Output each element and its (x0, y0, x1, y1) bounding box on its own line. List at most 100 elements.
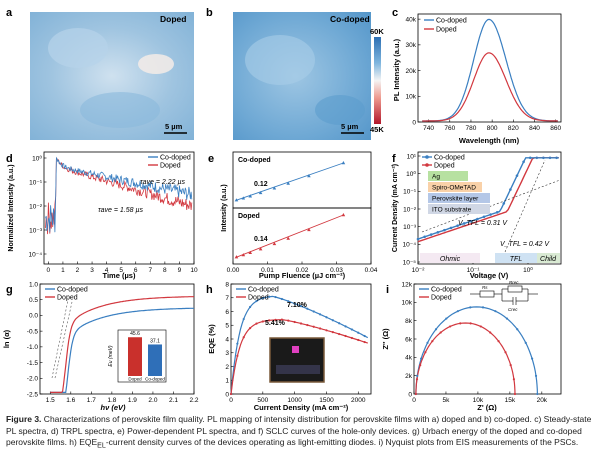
colorbar (374, 37, 381, 124)
subplot-label-doped: Doped (238, 213, 260, 220)
caption-subscript: EL (97, 441, 106, 450)
data-point (258, 247, 263, 251)
panel-g: g 1.5 1.6 1.7 1.8 1.9 2.0 2.1 2.2 -2.5 -2.0 -1.5 -1… (2, 281, 199, 412)
data-point (350, 336, 354, 340)
data-point (274, 318, 277, 321)
y-tick-label: 1.0 (29, 281, 38, 288)
y-tick-label: 20k (406, 68, 417, 75)
x-tick-label: 0 (229, 397, 233, 404)
y-tick-label: 7 (225, 295, 229, 302)
colorbar-max: 60K (370, 27, 384, 36)
legend-label: Co-doped (434, 155, 465, 162)
plot-frame (417, 151, 562, 265)
data-point (306, 323, 309, 327)
circuit-label: Crec (508, 307, 518, 312)
y-tick-label: 0 (408, 391, 412, 398)
layer-spiro (428, 182, 482, 192)
data-point (236, 342, 239, 345)
data-point (234, 198, 239, 202)
data-point (350, 328, 354, 331)
data-point (357, 331, 360, 334)
data-point (287, 300, 290, 303)
y-tick-label: 6 (225, 309, 229, 316)
panel-b: b Co-doped 5 µm 60K 45K (206, 7, 384, 140)
data-point (255, 322, 258, 325)
x-tick-label: 1 (61, 267, 65, 274)
region-ohmic (420, 253, 480, 263)
panel-letter: c (392, 7, 398, 19)
data-point (489, 331, 492, 334)
series-line-codoped (422, 18, 558, 122)
data-point (424, 351, 427, 354)
x-tick-label: 0.00 (227, 267, 240, 274)
data-point (456, 310, 459, 313)
y-axis-label: Z'' (Ω) (381, 328, 390, 350)
data-point (318, 313, 322, 316)
legend-label: Co-doped (436, 18, 467, 25)
x-tick-label: 10⁻¹ (467, 267, 481, 274)
x-tick-label: 3 (90, 267, 94, 274)
legend-marker-codoped (425, 155, 429, 159)
data-point (497, 340, 500, 343)
data-point (248, 327, 252, 330)
y-tick-label: 8 (225, 281, 229, 288)
data-point (331, 319, 334, 322)
data-point (431, 340, 434, 343)
data-point (338, 322, 341, 325)
series-line-doped (415, 322, 516, 395)
y-tick-label: 2k (405, 373, 413, 380)
panel-letter: e (208, 153, 214, 165)
x-axis-label: Z' (Ω) (477, 403, 497, 412)
circuit-label: Rs (482, 285, 488, 290)
series-line-codoped (45, 156, 193, 233)
data-point (449, 325, 452, 328)
y-tick-label: 8k (405, 318, 413, 325)
x-tick-label: 800 (487, 125, 498, 132)
y-axis-label: PL Intensity (a.u.) (392, 38, 401, 101)
x-tick-label: 780 (466, 125, 477, 132)
data-point (248, 250, 253, 255)
data-point (494, 310, 497, 313)
x-tick-label: 15k (505, 397, 516, 404)
plot-frame (43, 151, 195, 265)
data-point (341, 161, 346, 165)
x-tick-label: 4 (105, 267, 109, 274)
x-tick-label: 0.04 (365, 267, 378, 274)
x-tick-label: 7 (148, 267, 152, 274)
y-tick-label: -1.0 (27, 344, 39, 351)
inset-bar (128, 337, 142, 376)
legend-label: Doped (434, 163, 455, 170)
layer-label: Spiro-OMeTAD (432, 185, 476, 192)
legend-label: Doped (436, 27, 457, 34)
legend-label: Doped (57, 295, 78, 302)
data-point (331, 331, 334, 334)
data-point (312, 310, 315, 313)
data-point (234, 255, 239, 259)
y-tick-label: 0 (225, 391, 229, 398)
panel-letter: f (392, 153, 396, 165)
x-tick-label: 2.0 (148, 397, 157, 404)
data-point (293, 302, 296, 305)
data-point (242, 336, 245, 339)
data-point (286, 181, 290, 185)
panel-letter: h (206, 284, 213, 296)
data-point (505, 317, 509, 320)
data-point (415, 378, 419, 381)
led-photo (269, 337, 325, 383)
data-point (512, 378, 516, 381)
map-label: Co-doped (330, 14, 370, 24)
legend-label: Doped (248, 295, 269, 302)
data-point (459, 322, 462, 325)
x-tick-label: 10⁰ (523, 266, 533, 274)
data-point (504, 351, 507, 354)
y-axis-label: EQE (%) (207, 324, 216, 354)
data-point (261, 297, 264, 300)
y-tick-label: 5 (225, 323, 229, 330)
y-tick-label: 30k (406, 42, 417, 49)
legend-label: Co-doped (248, 287, 279, 294)
data-point (299, 322, 303, 325)
x-axis-label: Current Density (mA cm⁻²) (254, 403, 349, 412)
y-tick-label: 10⁻⁴ (29, 251, 43, 258)
x-tick-label: 840 (529, 125, 540, 132)
region-child (537, 253, 560, 263)
